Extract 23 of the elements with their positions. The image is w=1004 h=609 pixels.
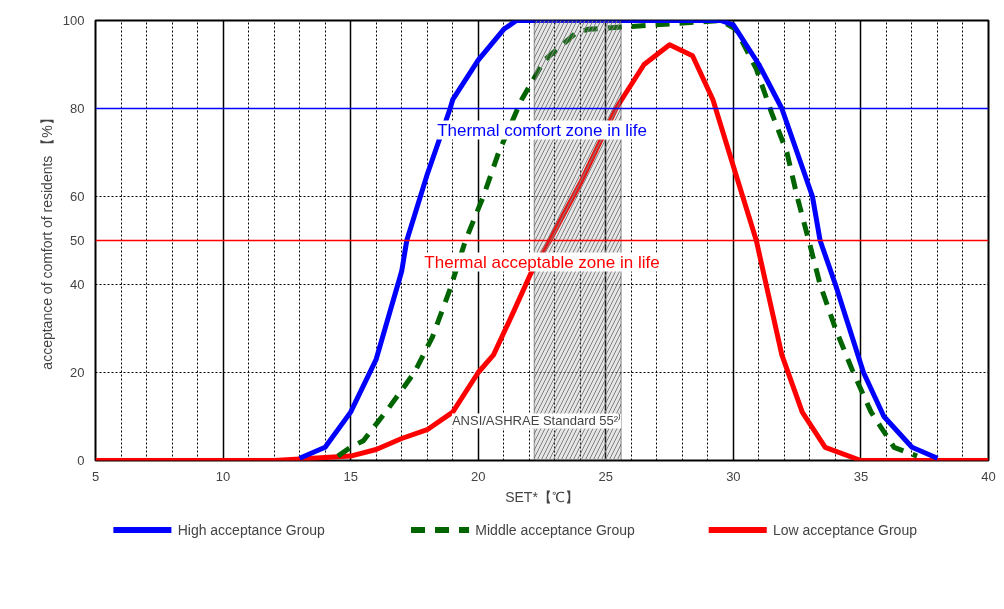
ref-line-label: Thermal acceptable zone in life	[424, 252, 660, 272]
y-axis-title: acceptance of comfort of residents 【%】	[38, 111, 55, 370]
x-tick-label: 35	[853, 468, 869, 484]
x-axis-title: SET*【℃】	[505, 488, 579, 505]
y-tick-label: 50	[70, 233, 85, 248]
ref-line-label: Thermal comfort zone in life	[437, 120, 647, 140]
x-tick-label: 15	[343, 468, 358, 484]
x-tick-label: 25	[598, 468, 614, 484]
y-tick-label: 80	[70, 101, 85, 116]
x-tick-label: 30	[726, 468, 741, 484]
legend-label: High acceptance Group	[177, 522, 325, 538]
x-tick-label: 20	[470, 468, 486, 484]
y-tick-label: 20	[70, 365, 85, 380]
y-tick-label: 60	[70, 189, 85, 204]
x-tick-label: 40	[981, 468, 996, 484]
y-tick-label: 100	[62, 13, 85, 28]
legend-label: Middle acceptance Group	[475, 522, 636, 538]
x-tick-label: 5	[91, 468, 100, 484]
band-label: ANSI/ASHRAE Standard 55²⁾	[451, 413, 622, 429]
y-tick-label: 40	[70, 277, 85, 292]
x-tick-label: 10	[215, 468, 231, 484]
legend-label: Low acceptance Group	[772, 522, 918, 538]
y-tick-label: 0	[77, 453, 85, 468]
